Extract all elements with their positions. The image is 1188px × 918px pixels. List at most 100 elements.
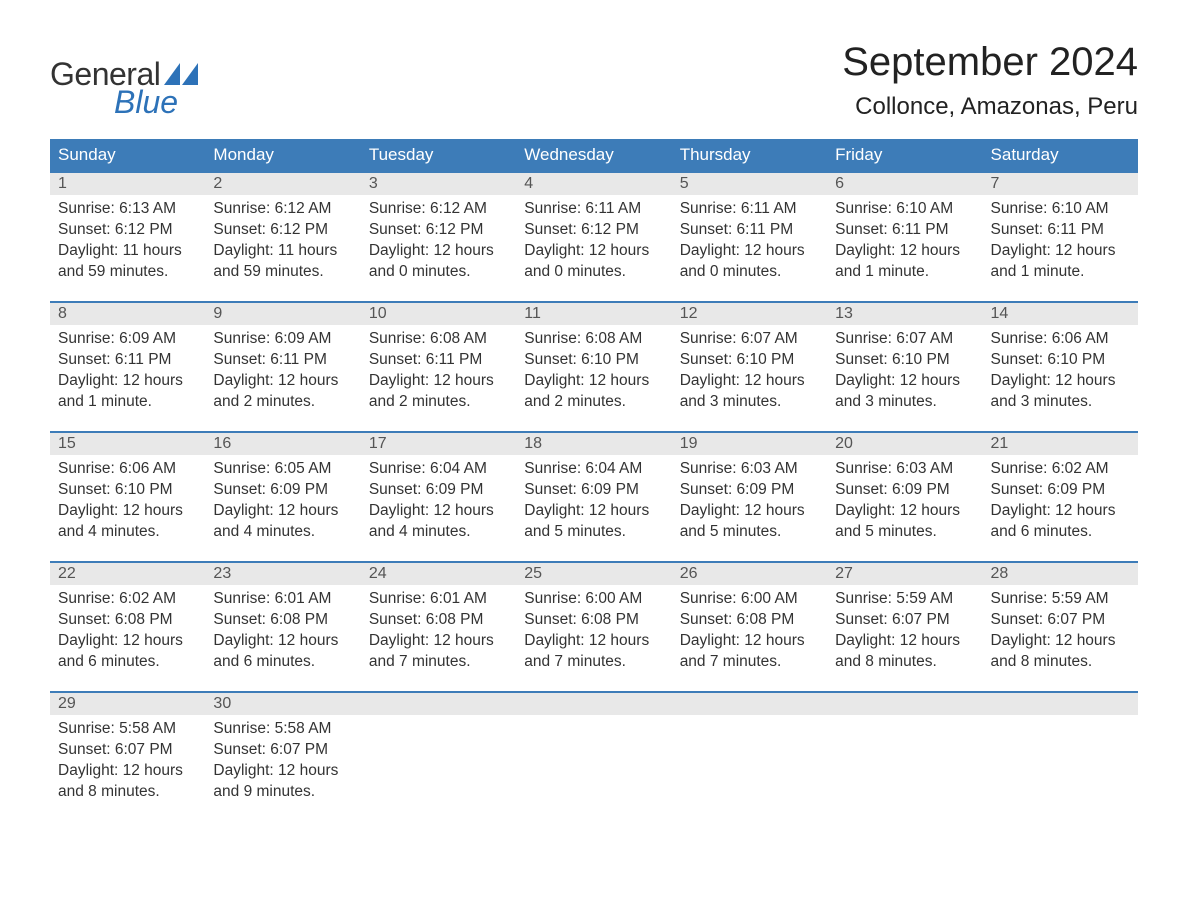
sunset-text: Sunset: 6:11 PM — [213, 350, 352, 371]
day-details: Sunrise: 5:58 AMSunset: 6:07 PMDaylight:… — [205, 715, 360, 813]
day-details: Sunrise: 6:03 AMSunset: 6:09 PMDaylight:… — [827, 455, 982, 553]
day-number: 4 — [516, 173, 671, 195]
daylight-line1: Daylight: 12 hours — [835, 631, 974, 652]
day-details: Sunrise: 5:58 AMSunset: 6:07 PMDaylight:… — [50, 715, 205, 813]
sunrise-text: Sunrise: 6:07 AM — [835, 329, 974, 350]
sunrise-text: Sunrise: 6:02 AM — [991, 459, 1130, 480]
day-number: 22 — [50, 563, 205, 585]
weekday-header: Saturday — [983, 139, 1138, 172]
daylight-line2: and 4 minutes. — [58, 522, 197, 543]
calendar-day-cell: 5Sunrise: 6:11 AMSunset: 6:11 PMDaylight… — [672, 172, 827, 302]
calendar-day-cell: 3Sunrise: 6:12 AMSunset: 6:12 PMDaylight… — [361, 172, 516, 302]
day-number: 25 — [516, 563, 671, 585]
daylight-line1: Daylight: 12 hours — [213, 371, 352, 392]
calendar-day-cell: 29Sunrise: 5:58 AMSunset: 6:07 PMDayligh… — [50, 692, 205, 822]
sunrise-text: Sunrise: 6:01 AM — [213, 589, 352, 610]
sunrise-text: Sunrise: 5:58 AM — [213, 719, 352, 740]
daylight-line2: and 6 minutes. — [991, 522, 1130, 543]
daylight-line2: and 3 minutes. — [991, 392, 1130, 413]
day-details: Sunrise: 6:06 AMSunset: 6:10 PMDaylight:… — [983, 325, 1138, 423]
sunset-text: Sunset: 6:12 PM — [58, 220, 197, 241]
sunrise-text: Sunrise: 6:01 AM — [369, 589, 508, 610]
day-details: Sunrise: 6:10 AMSunset: 6:11 PMDaylight:… — [983, 195, 1138, 293]
sunrise-text: Sunrise: 5:58 AM — [58, 719, 197, 740]
day-details: Sunrise: 6:13 AMSunset: 6:12 PMDaylight:… — [50, 195, 205, 293]
sunset-text: Sunset: 6:08 PM — [680, 610, 819, 631]
sunrise-text: Sunrise: 5:59 AM — [835, 589, 974, 610]
month-title: September 2024 — [842, 40, 1138, 85]
daylight-line2: and 8 minutes. — [58, 782, 197, 803]
daylight-line2: and 9 minutes. — [213, 782, 352, 803]
day-number: 16 — [205, 433, 360, 455]
sunset-text: Sunset: 6:08 PM — [524, 610, 663, 631]
calendar-empty-cell: . — [983, 692, 1138, 822]
day-details: Sunrise: 6:00 AMSunset: 6:08 PMDaylight:… — [672, 585, 827, 683]
calendar-day-cell: 16Sunrise: 6:05 AMSunset: 6:09 PMDayligh… — [205, 432, 360, 562]
daylight-line1: Daylight: 12 hours — [991, 241, 1130, 262]
day-number: 18 — [516, 433, 671, 455]
calendar-empty-cell: . — [516, 692, 671, 822]
day-number: 30 — [205, 693, 360, 715]
calendar-day-cell: 2Sunrise: 6:12 AMSunset: 6:12 PMDaylight… — [205, 172, 360, 302]
daylight-line2: and 8 minutes. — [835, 652, 974, 673]
calendar-day-cell: 8Sunrise: 6:09 AMSunset: 6:11 PMDaylight… — [50, 302, 205, 432]
day-details: Sunrise: 6:10 AMSunset: 6:11 PMDaylight:… — [827, 195, 982, 293]
daylight-line1: Daylight: 12 hours — [369, 241, 508, 262]
calendar-header-row: SundayMondayTuesdayWednesdayThursdayFrid… — [50, 139, 1138, 172]
daylight-line2: and 7 minutes. — [680, 652, 819, 673]
sunrise-text: Sunrise: 6:11 AM — [524, 199, 663, 220]
sunrise-text: Sunrise: 6:00 AM — [524, 589, 663, 610]
calendar-table: SundayMondayTuesdayWednesdayThursdayFrid… — [50, 139, 1138, 822]
daylight-line1: Daylight: 12 hours — [213, 501, 352, 522]
daylight-line2: and 7 minutes. — [524, 652, 663, 673]
day-number: 19 — [672, 433, 827, 455]
calendar-day-cell: 13Sunrise: 6:07 AMSunset: 6:10 PMDayligh… — [827, 302, 982, 432]
day-details: Sunrise: 6:01 AMSunset: 6:08 PMDaylight:… — [361, 585, 516, 683]
daylight-line1: Daylight: 11 hours — [58, 241, 197, 262]
daylight-line2: and 1 minute. — [58, 392, 197, 413]
day-details: Sunrise: 5:59 AMSunset: 6:07 PMDaylight:… — [983, 585, 1138, 683]
calendar-day-cell: 15Sunrise: 6:06 AMSunset: 6:10 PMDayligh… — [50, 432, 205, 562]
day-number: 8 — [50, 303, 205, 325]
sunset-text: Sunset: 6:10 PM — [524, 350, 663, 371]
sunrise-text: Sunrise: 6:02 AM — [58, 589, 197, 610]
sunrise-text: Sunrise: 6:03 AM — [680, 459, 819, 480]
daylight-line2: and 5 minutes. — [835, 522, 974, 543]
day-number-empty: . — [983, 693, 1138, 715]
day-number-empty: . — [516, 693, 671, 715]
day-details: Sunrise: 5:59 AMSunset: 6:07 PMDaylight:… — [827, 585, 982, 683]
daylight-line1: Daylight: 12 hours — [58, 501, 197, 522]
sunrise-text: Sunrise: 6:06 AM — [58, 459, 197, 480]
calendar-body: 1Sunrise: 6:13 AMSunset: 6:12 PMDaylight… — [50, 172, 1138, 822]
day-details: Sunrise: 6:05 AMSunset: 6:09 PMDaylight:… — [205, 455, 360, 553]
daylight-line2: and 4 minutes. — [369, 522, 508, 543]
sunset-text: Sunset: 6:10 PM — [680, 350, 819, 371]
calendar-empty-cell: . — [361, 692, 516, 822]
daylight-line2: and 1 minute. — [835, 262, 974, 283]
daylight-line2: and 4 minutes. — [213, 522, 352, 543]
sunset-text: Sunset: 6:07 PM — [213, 740, 352, 761]
day-number: 28 — [983, 563, 1138, 585]
daylight-line1: Daylight: 12 hours — [369, 371, 508, 392]
sunrise-text: Sunrise: 6:09 AM — [213, 329, 352, 350]
sunset-text: Sunset: 6:08 PM — [213, 610, 352, 631]
day-number: 23 — [205, 563, 360, 585]
calendar-day-cell: 18Sunrise: 6:04 AMSunset: 6:09 PMDayligh… — [516, 432, 671, 562]
day-number-empty: . — [672, 693, 827, 715]
weekday-header: Tuesday — [361, 139, 516, 172]
daylight-line1: Daylight: 12 hours — [991, 501, 1130, 522]
daylight-line1: Daylight: 12 hours — [991, 631, 1130, 652]
calendar-day-cell: 23Sunrise: 6:01 AMSunset: 6:08 PMDayligh… — [205, 562, 360, 692]
day-number: 12 — [672, 303, 827, 325]
daylight-line2: and 3 minutes. — [835, 392, 974, 413]
sunrise-text: Sunrise: 6:05 AM — [213, 459, 352, 480]
day-details: Sunrise: 6:06 AMSunset: 6:10 PMDaylight:… — [50, 455, 205, 553]
sunset-text: Sunset: 6:07 PM — [835, 610, 974, 631]
sunset-text: Sunset: 6:09 PM — [835, 480, 974, 501]
calendar-day-cell: 25Sunrise: 6:00 AMSunset: 6:08 PMDayligh… — [516, 562, 671, 692]
calendar-day-cell: 19Sunrise: 6:03 AMSunset: 6:09 PMDayligh… — [672, 432, 827, 562]
day-details: Sunrise: 6:02 AMSunset: 6:09 PMDaylight:… — [983, 455, 1138, 553]
daylight-line2: and 59 minutes. — [58, 262, 197, 283]
sunrise-text: Sunrise: 5:59 AM — [991, 589, 1130, 610]
sunset-text: Sunset: 6:10 PM — [58, 480, 197, 501]
